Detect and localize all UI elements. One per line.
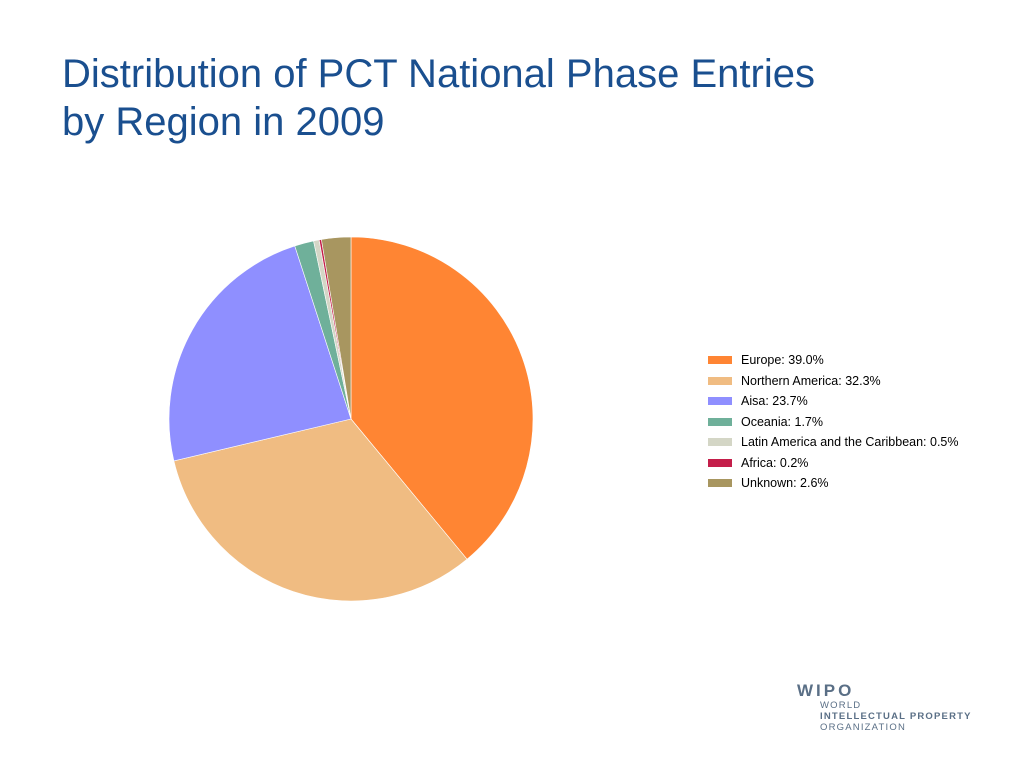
title-line-2: by Region in 2009 [62,100,385,144]
chart-legend: Europe: 39.0% Northern America: 32.3% Aisa… [708,350,959,494]
pie-slice-aisa [168,245,352,462]
legend-label: Unknown: 2.6% [741,476,829,491]
legend-swatch [708,376,732,385]
legend-swatch [708,438,732,447]
legend-swatch [708,417,732,426]
legend-swatch [708,356,732,365]
legend-swatch [708,397,732,406]
legend-label: Africa: 0.2% [741,455,809,470]
legend-item: Aisa: 23.7% [708,391,959,412]
legend-item: Africa: 0.2% [708,453,959,474]
logo-line-world: WORLD [820,700,862,711]
legend-label: Oceania: 1.7% [741,414,823,429]
legend-label: Europe: 39.0% [741,353,824,368]
slide-title: Distribution of PCT National Phase Entri… [62,50,962,146]
legend-label: Latin America and the Caribbean: 0.5% [741,435,959,450]
wipo-logo: WIPO WORLD INTELLECTUAL PROPERTY ORGANIZ… [797,681,972,734]
legend-item: Europe: 39.0% [708,350,959,371]
pie-slice-europe [350,236,534,560]
pie-slice-northern-america [173,418,468,602]
logo-wordmark: WIPO [797,681,855,700]
legend-swatch [708,458,732,467]
legend-item: Latin America and the Caribbean: 0.5% [708,432,959,453]
logo-line-organization: ORGANIZATION [820,722,907,733]
legend-label: Aisa: 23.7% [741,394,808,409]
logo-line-intellectual-property: INTELLECTUAL PROPERTY [820,711,972,722]
legend-item: Northern America: 32.3% [708,371,959,392]
legend-item: Unknown: 2.6% [708,473,959,494]
title-line-1: Distribution of PCT National Phase Entri… [62,52,815,96]
legend-swatch [708,479,732,488]
pie-slice-unknown [321,236,352,420]
legend-label: Northern America: 32.3% [741,373,881,388]
legend-item: Oceania: 1.7% [708,412,959,433]
